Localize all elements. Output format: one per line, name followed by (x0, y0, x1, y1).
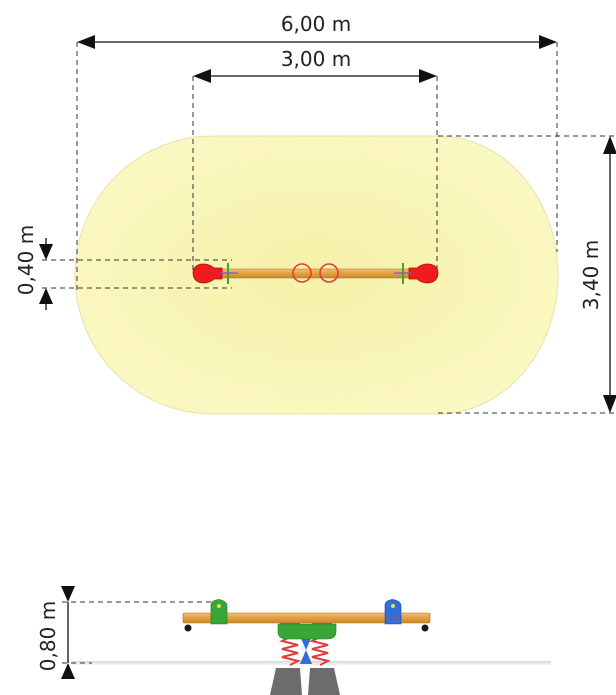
beam-plan (192, 263, 439, 284)
dim-seat-height (61, 586, 75, 679)
beam-width-label: 0,40 m (14, 225, 38, 295)
dim-overall-depth (603, 136, 616, 413)
base-right (308, 668, 340, 695)
side-view: 0,80 m (36, 586, 551, 695)
bumper-left (184, 624, 192, 632)
overall-width-label: 6,00 m (281, 12, 351, 36)
beam-side (182, 612, 431, 624)
spring-left-plan (292, 263, 312, 283)
spring-left (279, 636, 301, 666)
bumper-right (421, 624, 429, 632)
spring-right-plan (319, 263, 339, 283)
handle-left-plan (220, 263, 238, 284)
dim-seat-span (193, 69, 437, 83)
plan-view: 6,00 m 3,00 m 3,40 m 0,40 m (14, 12, 616, 415)
pivot-blue (300, 636, 312, 664)
handle-green-side (210, 599, 228, 625)
seat-height-label: 0,80 m (36, 601, 60, 671)
pivot-housing (277, 623, 337, 640)
overall-depth-label: 3,40 m (579, 240, 603, 310)
handle-blue-side (384, 599, 402, 625)
base-left (270, 668, 302, 695)
spring-right (309, 636, 331, 666)
handle-right-plan (394, 263, 411, 284)
seat-span-label: 3,00 m (281, 47, 351, 71)
dim-overall-width (77, 35, 557, 49)
dim-beam-width (39, 238, 53, 310)
